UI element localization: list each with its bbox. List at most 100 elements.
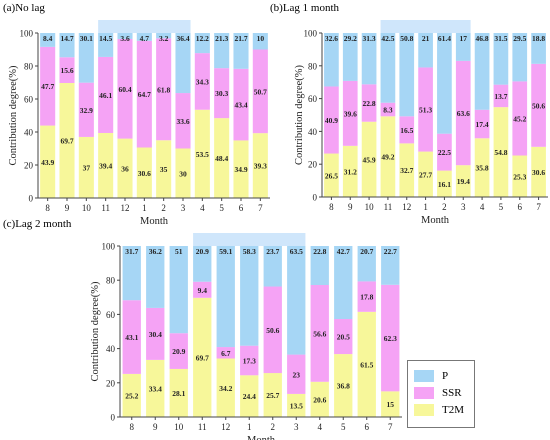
c-label-t2m-7: 15	[387, 400, 395, 409]
b-label-ssr-12: 16.5	[400, 126, 413, 135]
c-label-t2m-1: 24.4	[243, 392, 256, 401]
b-xtick-label-6: 6	[518, 202, 523, 212]
c-bar-p-3	[287, 246, 306, 355]
a-bar-ssr-8	[40, 46, 56, 126]
b-bar-p-7	[531, 33, 546, 64]
b-label-ssr-10: 22.8	[363, 99, 376, 108]
b-bar-t2m-1	[418, 151, 433, 197]
b-bar-ssr-11	[380, 102, 396, 117]
c-bar-p-12	[216, 246, 235, 348]
b-label-t2m-8: 26.5	[325, 171, 338, 180]
b-label-p-9: 29.2	[344, 34, 357, 43]
a-label-t2m-3: 30	[179, 169, 187, 178]
b-label-p-3: 17	[460, 34, 468, 43]
legend-swatch-t2m	[414, 403, 434, 416]
a-bar-p-2	[156, 33, 172, 39]
a-bar-ssr-2	[156, 38, 172, 141]
legend-item-p: P	[414, 367, 474, 384]
c-label-ssr-9: 30.4	[149, 330, 162, 339]
c-bar-t2m-3	[287, 393, 306, 417]
c-label-p-10: 51	[175, 247, 183, 256]
c-label-ssr-6: 17.8	[360, 293, 373, 302]
c-label-t2m-4: 20.6	[313, 395, 326, 404]
a-ytick-label-60: 60	[24, 95, 34, 105]
a-label-p-2: 3.2	[159, 34, 169, 43]
b-bar-t2m-3	[455, 165, 471, 197]
c-xtick-label-2: 2	[271, 422, 276, 432]
c-bar-ssr-6	[357, 281, 376, 312]
a-label-ssr-10: 32.9	[80, 106, 93, 115]
a-xtick-label-1: 1	[142, 203, 147, 213]
c-xtick-label-10: 10	[174, 422, 184, 432]
b-ytick-label-40: 40	[308, 127, 318, 137]
b-label-p-4: 46.8	[476, 34, 489, 43]
a-bar-t2m-2	[156, 140, 172, 198]
b-bar-t2m-6	[512, 155, 528, 197]
a-xtick-label-3: 3	[181, 203, 186, 213]
b-bar-ssr-5	[493, 84, 509, 108]
c-label-ssr-2: 50.6	[266, 326, 279, 335]
legend-swatch-ssr	[414, 386, 434, 399]
a-label-t2m-8: 43.9	[41, 158, 54, 167]
a-xtick-label-2: 2	[161, 203, 166, 213]
b-bar-ssr-2	[437, 133, 452, 171]
c-label-t2m-6: 61.5	[360, 360, 373, 369]
a-xtick-label-7: 7	[258, 203, 263, 213]
c-bar-t2m-11	[193, 297, 212, 417]
b-label-p-6: 29.5	[513, 34, 526, 43]
c-label-ssr-5: 20.5	[337, 333, 350, 342]
a-label-t2m-7: 39.3	[254, 162, 267, 171]
c-label-p-7: 22.7	[384, 247, 397, 256]
b-xtick-label-7: 7	[536, 202, 541, 212]
a-bar-p-3	[175, 33, 191, 94]
a-bar-ssr-12	[117, 38, 133, 139]
a-bar-t2m-9	[59, 82, 75, 198]
b-label-ssr-1: 51.3	[419, 106, 432, 115]
b-bar-t2m-12	[399, 143, 415, 197]
b-label-t2m-3: 19.4	[457, 177, 470, 186]
legend-item-ssr: SSR	[414, 384, 474, 401]
c-label-p-2: 23.7	[266, 247, 279, 256]
c-label-ssr-8: 43.1	[125, 333, 138, 342]
c-ytick-label-20: 20	[106, 378, 116, 388]
b-label-p-11: 42.5	[381, 34, 394, 43]
a-bar-ssr-3	[175, 93, 191, 149]
b-label-t2m-1: 27.7	[419, 170, 432, 179]
b-xtick-label-5: 5	[499, 202, 504, 212]
a-bar-ssr-6	[233, 68, 249, 141]
a-bar-p-1	[136, 33, 152, 41]
c-bar-ssr-1	[240, 345, 259, 376]
a-bar-p-7	[252, 33, 268, 50]
c-bar-ssr-7	[381, 284, 400, 392]
a-label-p-10: 30.1	[80, 34, 93, 43]
b-bar-p-2	[437, 33, 452, 134]
c-bar-t2m-7	[381, 391, 400, 417]
c-xtick-label-11: 11	[198, 422, 207, 432]
c-bar-ssr-3	[287, 354, 306, 394]
a-label-t2m-6: 34.9	[234, 165, 247, 174]
b-bar-ssr-8	[324, 86, 339, 154]
b-label-p-12: 50.8	[400, 34, 413, 43]
b-bar-ssr-9	[342, 80, 358, 146]
b-label-t2m-4: 35.8	[476, 164, 489, 173]
b-label-p-5: 31.5	[494, 34, 507, 43]
c-label-t2m-10: 28.1	[172, 389, 185, 398]
b-bar-ssr-1	[418, 67, 433, 152]
b-bar-t2m-2	[437, 170, 452, 197]
a-xtick-label-9: 9	[65, 203, 70, 213]
panel-c-title: (c)Lag 2 month	[3, 218, 72, 230]
b-label-p-8: 32.6	[325, 34, 338, 43]
c-label-p-8: 31.7	[125, 247, 138, 256]
a-bar-ssr-4	[194, 53, 210, 110]
a-label-ssr-3: 33.6	[176, 117, 189, 126]
b-label-t2m-10: 45.9	[363, 155, 376, 164]
b-xtick-label-11: 11	[384, 202, 393, 212]
b-bar-p-4	[474, 33, 490, 110]
b-label-p-1: 21	[422, 34, 430, 43]
b-xtick-label-1: 1	[423, 202, 428, 212]
c-bar-p-7	[381, 246, 400, 285]
b-ytick-label-0: 0	[313, 193, 318, 203]
a-bar-t2m-11	[98, 132, 114, 198]
b-bar-ssr-6	[512, 81, 528, 156]
c-bar-ssr-11	[193, 281, 212, 298]
